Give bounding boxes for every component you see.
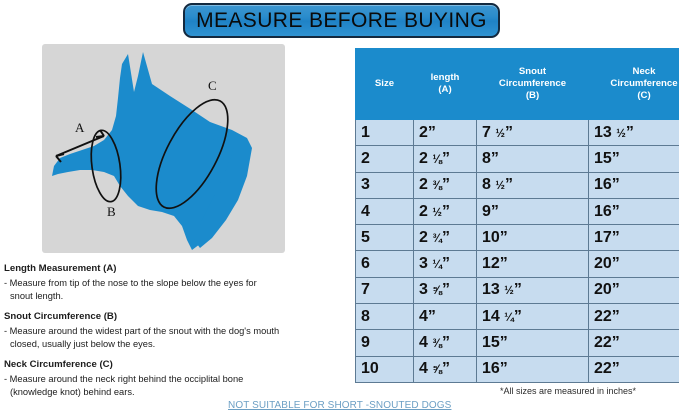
length-cell: 2 ⅛” bbox=[413, 145, 477, 173]
column-header-length: length (A) bbox=[413, 48, 477, 120]
length-cell: 4 ⅜” bbox=[413, 329, 477, 357]
length-cell: 2 ⅜” bbox=[413, 171, 477, 199]
header-line: Snout bbox=[518, 65, 547, 77]
neck-cell: 22” bbox=[588, 303, 679, 331]
snout-cell: 16” bbox=[476, 355, 589, 383]
instruction-line: snout length. bbox=[10, 290, 64, 301]
neck-cell: 15” bbox=[588, 145, 679, 173]
size-cell: 10 bbox=[355, 355, 414, 383]
neck-cell: 13 ½” bbox=[588, 118, 679, 147]
column-header-snout: Snout Circumference (B) bbox=[476, 48, 589, 120]
length-cell: 2 ½” bbox=[413, 197, 477, 226]
snout-cell: 13 ½” bbox=[476, 276, 589, 305]
table-row: 8 4” 14 ¼” 22” bbox=[355, 303, 679, 331]
neck-cell: 20” bbox=[588, 276, 679, 305]
label-b: B bbox=[107, 204, 116, 219]
page-title: MEASURE BEFORE BUYING bbox=[196, 8, 487, 32]
instruction-line: - Measure around the neck right behind t… bbox=[4, 373, 244, 384]
instruction-block-snout: Snout Circumference (B) - Measure around… bbox=[4, 310, 349, 351]
neck-cell: 16” bbox=[588, 171, 679, 199]
measure-loop-c bbox=[155, 98, 229, 210]
instruction-block-neck: Neck Circumference (C) - Measure around … bbox=[4, 358, 349, 399]
header-line: Neck bbox=[632, 65, 656, 77]
neck-cell: 16” bbox=[588, 197, 679, 226]
dog-head-diagram-icon: A B C bbox=[52, 52, 252, 250]
snout-cell: 8” bbox=[476, 145, 589, 173]
instruction-heading: Snout Circumference (B) bbox=[4, 310, 118, 322]
snout-cell: 7 ½” bbox=[476, 118, 589, 147]
length-cell: 4 ⅝” bbox=[413, 355, 477, 383]
size-cell: 9 bbox=[355, 329, 414, 357]
table-footnote: *All sizes are measured in inches* bbox=[500, 386, 637, 396]
snout-cell: 10” bbox=[476, 224, 589, 252]
dog-illustration-panel: A B C bbox=[42, 44, 285, 253]
neck-cell: 22” bbox=[588, 355, 679, 383]
header-line: Circumference bbox=[610, 77, 678, 89]
not-suitable-link[interactable]: NOT SUITABLE FOR SHORT -SNOUTED DOGS bbox=[228, 400, 452, 411]
snout-cell: 14 ¼” bbox=[476, 303, 589, 331]
length-cell: 4” bbox=[413, 303, 477, 331]
neck-cell: 22” bbox=[588, 329, 679, 357]
size-chart-table: Size length (A) Snout Circumference (B) … bbox=[355, 48, 679, 383]
header-line: Size bbox=[374, 77, 395, 89]
label-c: C bbox=[208, 78, 217, 93]
column-header-size: Size bbox=[355, 48, 414, 120]
size-cell: 4 bbox=[355, 197, 414, 226]
size-cell: 6 bbox=[355, 250, 414, 278]
header-line: length bbox=[430, 71, 460, 83]
instruction-block-length: Length Measurement (A) - Measure from ti… bbox=[4, 262, 349, 303]
length-cell: 2” bbox=[413, 118, 477, 147]
table-header-row: Size length (A) Snout Circumference (B) … bbox=[355, 48, 679, 120]
snout-cell: 15” bbox=[476, 329, 589, 357]
column-header-neck: Neck Circumference (C) bbox=[588, 48, 679, 120]
measurement-instructions: Length Measurement (A) - Measure from ti… bbox=[4, 262, 349, 406]
label-a: A bbox=[75, 120, 85, 135]
instruction-line: - Measure from tip of the nose to the sl… bbox=[4, 277, 257, 288]
size-cell: 5 bbox=[355, 224, 414, 252]
header-line: (C) bbox=[637, 90, 651, 102]
size-cell: 7 bbox=[355, 276, 414, 305]
instruction-line: closed, usually just below the eyes. bbox=[10, 338, 156, 349]
neck-cell: 17” bbox=[588, 224, 679, 252]
table-row: 10 4 ⅝” 16” 22” bbox=[355, 355, 679, 383]
snout-cell: 8 ½” bbox=[476, 171, 589, 199]
size-cell: 3 bbox=[355, 171, 414, 199]
size-cell: 2 bbox=[355, 145, 414, 173]
length-cell: 2 ¾” bbox=[413, 224, 477, 252]
instruction-line: (knowledge knot) behind ears. bbox=[10, 386, 135, 397]
table-row: 1 2” 7 ½” 13 ½” bbox=[355, 118, 679, 147]
length-cell: 3 ¼” bbox=[413, 250, 477, 278]
instruction-heading: Length Measurement (A) bbox=[4, 263, 117, 274]
neck-cell: 20” bbox=[588, 250, 679, 278]
page-title-banner: MEASURE BEFORE BUYING bbox=[183, 3, 500, 38]
snout-cell: 12” bbox=[476, 250, 589, 278]
header-line: (B) bbox=[525, 90, 540, 102]
size-cell: 8 bbox=[355, 303, 414, 331]
length-cell: 3 ⅝” bbox=[413, 276, 477, 305]
header-line: Circumference bbox=[498, 77, 567, 89]
header-line: (A) bbox=[438, 84, 452, 95]
size-cell: 1 bbox=[355, 118, 414, 147]
measure-line-a bbox=[55, 129, 105, 163]
instruction-heading: Neck Circumference (C) bbox=[4, 358, 113, 370]
snout-cell: 9” bbox=[476, 197, 589, 226]
instruction-line: - Measure around the widest part of the … bbox=[4, 325, 280, 336]
measure-loop-b bbox=[90, 129, 122, 203]
